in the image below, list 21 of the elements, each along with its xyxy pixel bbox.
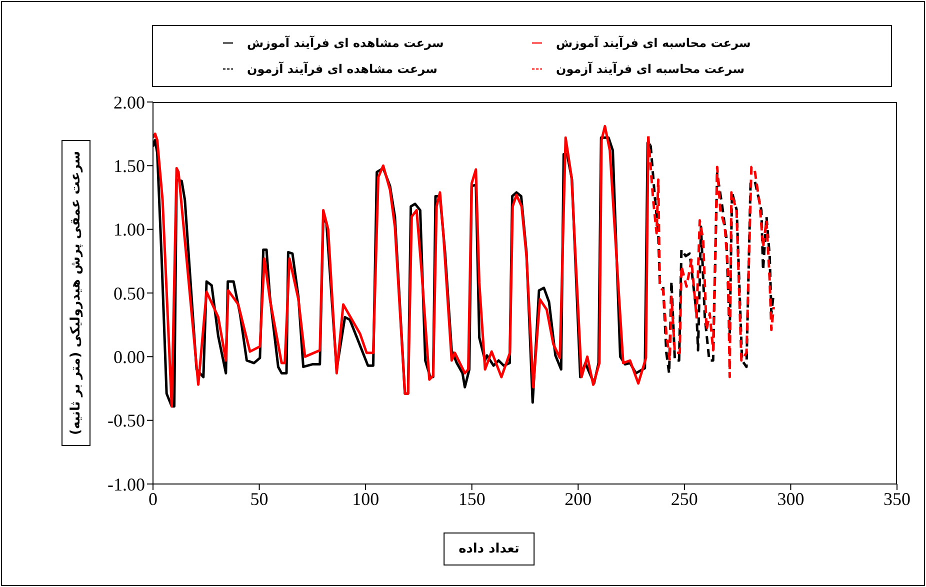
x-tick-label: 300 bbox=[777, 488, 804, 509]
x-tick-label: 150 bbox=[458, 488, 486, 509]
x-tick-label: 250 bbox=[670, 488, 698, 509]
y-tick-label: 0.50 bbox=[114, 283, 145, 304]
x-tick-label: 100 bbox=[352, 488, 380, 509]
y-axis-title: سرعت عمقی پرش هیدرولیکی (متر بر ثانیه) bbox=[62, 140, 90, 446]
legend-label: سرعت محاسبه ای فرآیند آموزش bbox=[556, 36, 751, 50]
legend-label: سرعت محاسبه ای فرآیند آزمون bbox=[556, 62, 745, 76]
y-tick-label: -1.00 bbox=[108, 474, 145, 494]
y-tick-label: 2.00 bbox=[114, 92, 145, 112]
legend-label: سرعت مشاهده ای فرآیند آموزش bbox=[247, 36, 444, 50]
legend-label: سرعت مشاهده ای فرآیند آزمون bbox=[247, 62, 438, 76]
y-tick-label: 0.00 bbox=[114, 347, 145, 368]
x-axis-title: تعداد داده bbox=[444, 532, 534, 566]
x-tick-label: 350 bbox=[884, 488, 910, 509]
y-tick-label: -0.50 bbox=[108, 410, 145, 431]
x-tick-label: 0 bbox=[148, 488, 158, 509]
y-tick-label: 1.50 bbox=[114, 156, 145, 176]
x-tick-label: 200 bbox=[564, 488, 592, 509]
y-tick-label: 1.00 bbox=[114, 220, 145, 240]
x-tick-label: 50 bbox=[250, 488, 268, 509]
